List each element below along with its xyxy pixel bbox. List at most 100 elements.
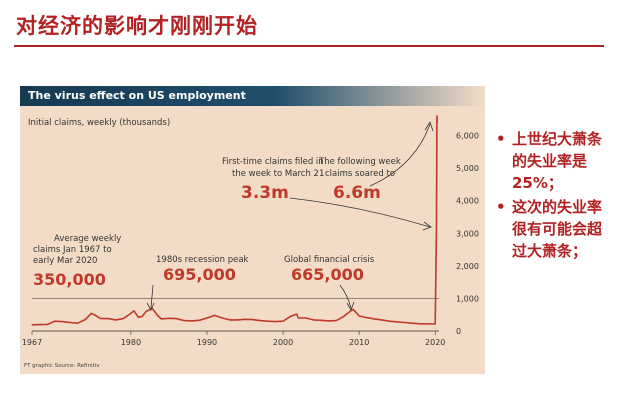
annotation-avg-line1: Average weekly — [54, 234, 121, 244]
annotation-avg-line2: claims Jan 1967 to — [33, 245, 112, 255]
data-point — [296, 313, 298, 315]
data-point — [267, 320, 269, 322]
x-tick-label: 1967 — [22, 338, 42, 347]
data-point — [352, 308, 354, 310]
data-point — [156, 314, 159, 316]
data-point — [31, 324, 33, 326]
y-axis-label: Initial claims, weekly (thousands) — [28, 118, 170, 128]
data-point — [69, 321, 71, 324]
bullet-item: • 这次的失业率很有可能会超过大萧条； — [496, 196, 616, 262]
arrow-gfc — [339, 284, 352, 309]
data-point — [221, 317, 223, 319]
data-point — [93, 314, 95, 316]
data-point — [436, 121, 438, 124]
bullet-text: 上世纪大萧条的失业率是25%； — [512, 130, 603, 192]
data-point — [122, 318, 124, 320]
data-point — [77, 322, 79, 324]
y-tick-label: 0 — [456, 327, 461, 336]
arrow-march21 — [289, 197, 431, 228]
data-point — [404, 321, 406, 324]
annotation-march21-value: 3.3m — [241, 183, 289, 203]
data-point — [130, 312, 132, 315]
bullet-text: 这次的失业率很有可能会超过大萧条； — [512, 198, 603, 260]
data-point — [388, 320, 391, 322]
slide-title: 对经济的影响才刚刚开始 — [16, 14, 258, 38]
arrow-following — [369, 123, 431, 187]
annotation-gfc-value: 665,000 — [291, 265, 364, 284]
data-point — [145, 310, 147, 313]
annotation-avg-value: 350,000 — [33, 270, 106, 289]
data-point — [244, 318, 246, 320]
y-tick-label: 6,000 — [456, 132, 479, 141]
annotation-1980s-value: 695,000 — [163, 265, 236, 284]
arrow-1980s — [150, 284, 154, 309]
data-point — [349, 310, 351, 313]
data-point — [259, 319, 261, 322]
chart-source: FT graphic Source: Refinitiv — [24, 363, 100, 369]
data-point — [213, 314, 216, 316]
data-point — [39, 324, 41, 326]
bullet-list: • 上世纪大萧条的失业率是25%； • 这次的失业率很有可能会超过大萧条； — [496, 128, 616, 264]
data-point — [206, 317, 208, 319]
y-tick-label: 2,000 — [456, 262, 479, 271]
data-point — [335, 319, 337, 322]
annotation-march21-line1: First-time claims filed in — [222, 157, 324, 167]
data-point — [252, 318, 254, 321]
arrow-1980s-head — [146, 302, 155, 311]
data-point — [183, 319, 185, 322]
x-tick-label: 2010 — [349, 338, 369, 347]
y-tick-label: 1,000 — [456, 294, 479, 303]
x-tick-label: 2020 — [425, 338, 445, 347]
data-point — [175, 318, 178, 320]
data-point — [357, 313, 359, 315]
x-tick-label: 1990 — [197, 338, 217, 347]
bullet-item: • 上世纪大萧条的失业率是25%； — [496, 128, 616, 194]
data-point — [229, 319, 231, 321]
data-point — [274, 320, 277, 323]
bullet-dot-icon: • — [496, 198, 506, 216]
chart-header: The virus effect on US employment — [20, 86, 485, 106]
arrow-march21-head — [422, 221, 432, 231]
data-point — [84, 318, 86, 321]
annotation-march21-line2: the week to March 21 — [232, 169, 324, 179]
data-point — [90, 312, 92, 315]
data-point — [290, 315, 292, 317]
data-point — [191, 320, 193, 322]
title-divider — [14, 45, 604, 47]
data-point — [436, 115, 438, 117]
bullet-dot-icon: • — [496, 130, 506, 148]
data-point — [419, 323, 421, 325]
data-point — [115, 319, 117, 321]
data-point — [426, 323, 429, 325]
chart-panel: The virus effect on US employment Initia… — [20, 86, 485, 374]
data-point — [366, 317, 368, 319]
data-point — [396, 321, 398, 323]
arrow-gfc-head — [346, 301, 355, 311]
data-point — [434, 323, 436, 325]
annotation-following-value: 6.6m — [333, 183, 381, 203]
y-tick-label: 4,000 — [456, 197, 479, 206]
x-tick-label: 2000 — [273, 338, 293, 347]
y-tick-label: 3,000 — [456, 229, 479, 238]
annotation-following-line1: The following week — [318, 157, 401, 167]
data-point — [320, 319, 322, 321]
x-tick-label: 1980 — [121, 338, 141, 347]
data-point — [137, 316, 140, 318]
series-line — [31, 115, 438, 326]
data-point — [99, 318, 102, 320]
data-point — [168, 317, 170, 319]
data-point — [46, 323, 48, 326]
data-point — [160, 318, 162, 320]
data-point — [236, 319, 239, 321]
data-point — [312, 319, 315, 321]
chart: Initial claims, weekly (thousands) 0 1,00… — [22, 115, 479, 369]
data-point — [297, 317, 299, 319]
annotation-gfc-label: Global financial crisis — [284, 255, 375, 265]
data-point — [54, 320, 56, 322]
data-point — [328, 320, 330, 322]
data-point — [282, 320, 284, 322]
data-point — [133, 310, 135, 312]
data-point — [358, 315, 360, 317]
data-point — [373, 318, 375, 320]
data-point — [411, 322, 413, 324]
